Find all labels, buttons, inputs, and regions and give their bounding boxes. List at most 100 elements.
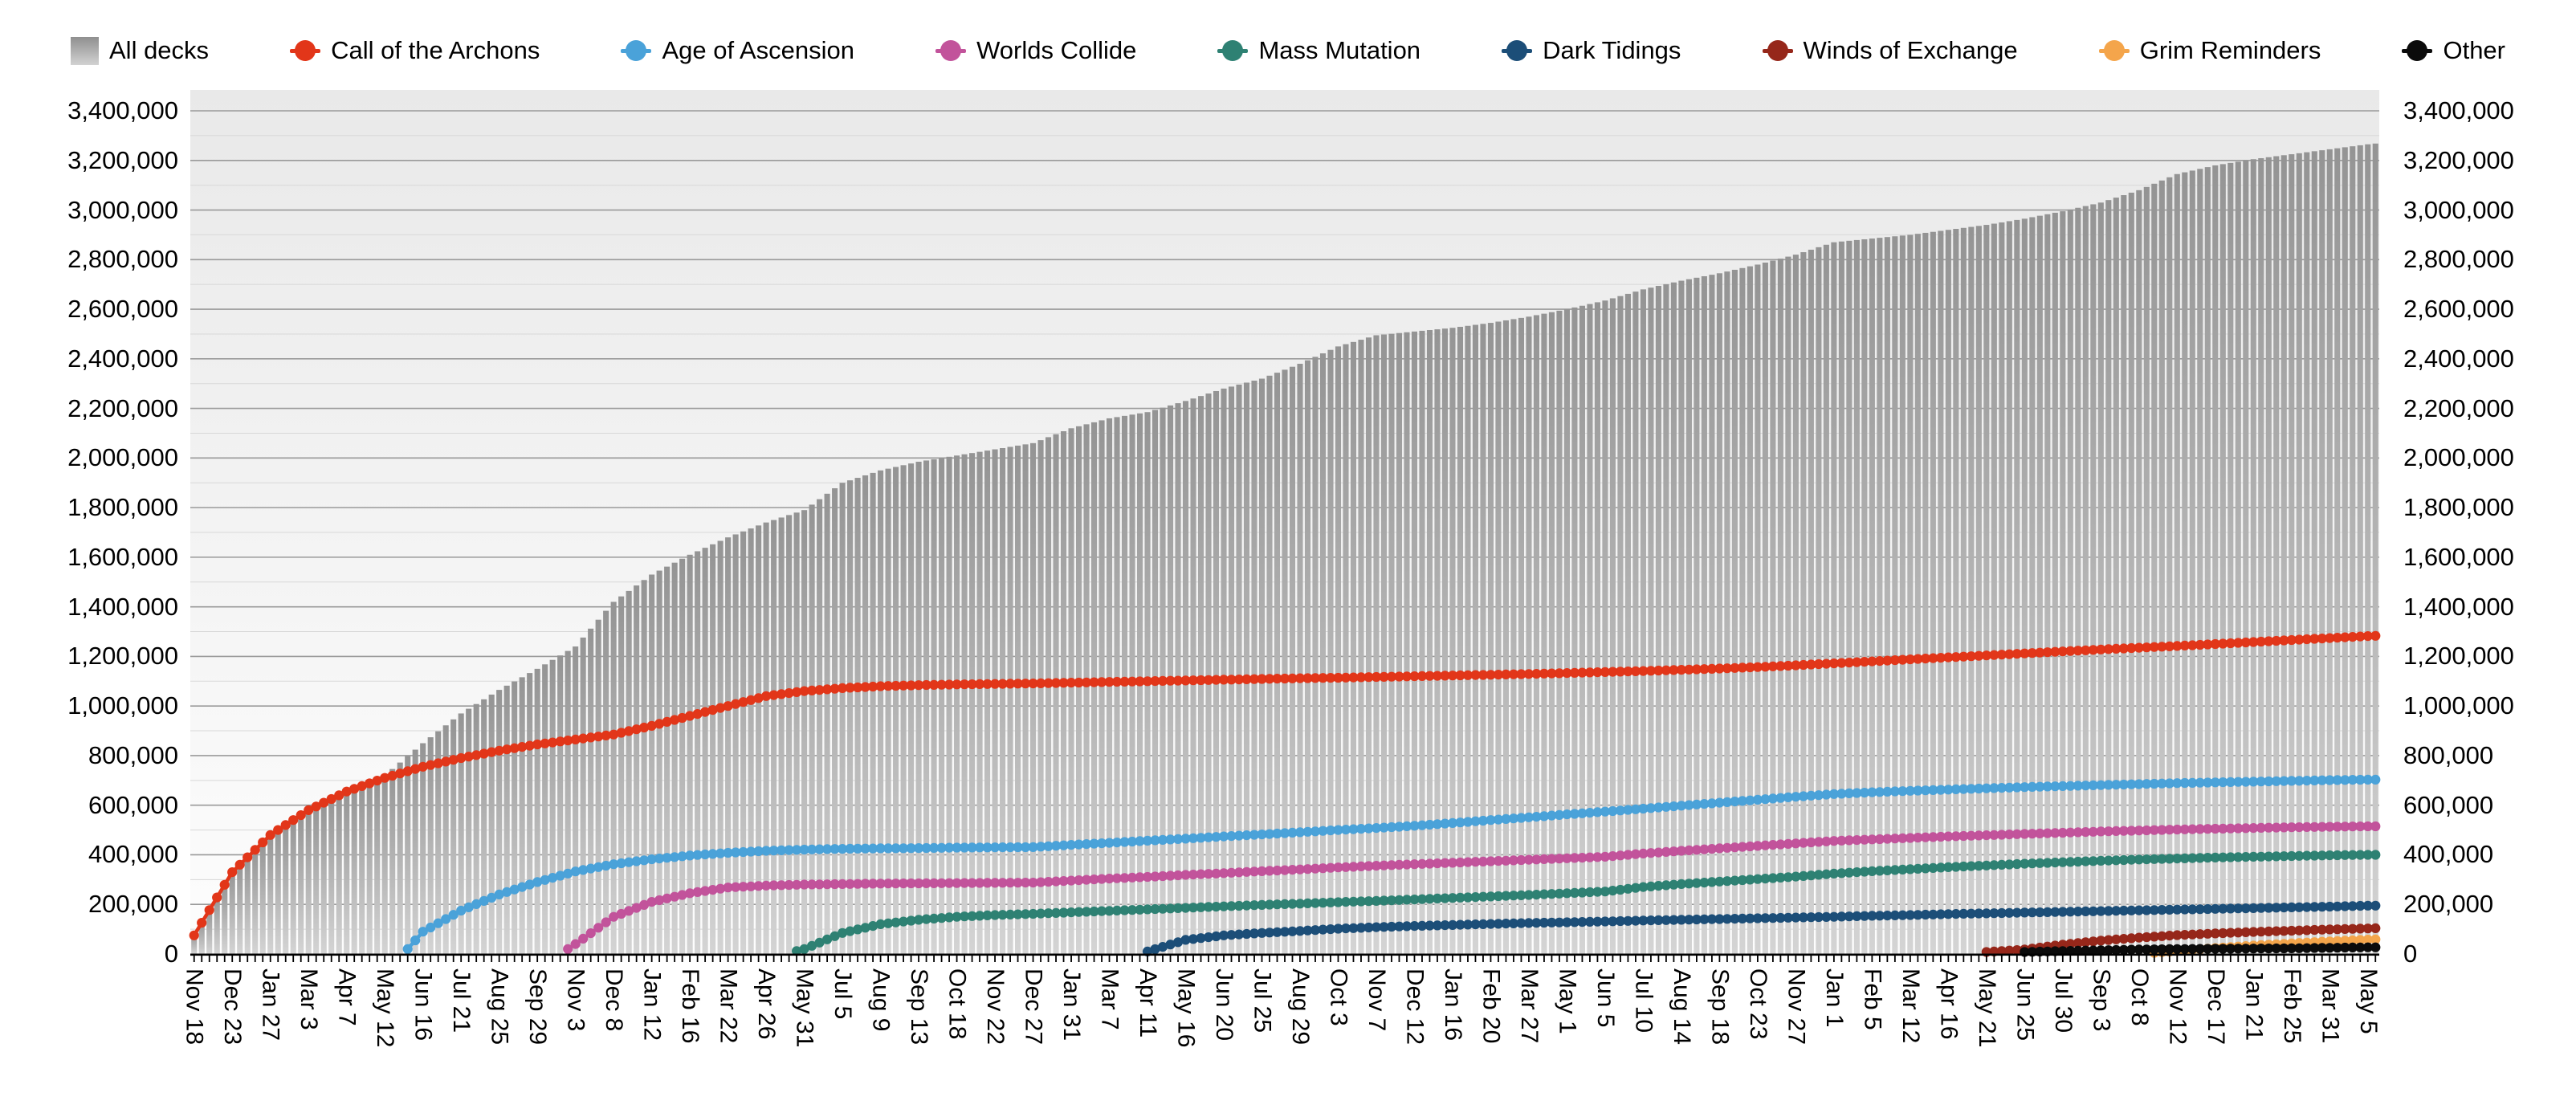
y-tick-label-right: 3,200,000 bbox=[2403, 145, 2514, 174]
x-tick-label: Jul 5 bbox=[829, 968, 857, 1020]
y-tick-label-left: 1,400,000 bbox=[67, 592, 178, 621]
y-tick-label-left: 2,200,000 bbox=[67, 393, 178, 422]
x-tick-label: Apr 26 bbox=[753, 968, 781, 1040]
x-tick-label: Oct 8 bbox=[2126, 968, 2153, 1026]
y-tick-label-right: 1,600,000 bbox=[2403, 542, 2514, 571]
x-tick-label: Mar 27 bbox=[1515, 968, 1543, 1044]
x-tick-label: Dec 23 bbox=[219, 968, 247, 1046]
plot-area bbox=[189, 90, 2381, 962]
legend-item-all_decks[interactable]: All decks bbox=[71, 36, 209, 65]
age_of_ascension-marker-icon bbox=[621, 39, 652, 63]
x-tick-label: Jan 1 bbox=[1820, 968, 1848, 1028]
x-tick-label: Mar 12 bbox=[1897, 968, 1924, 1044]
legend-label: Grim Reminders bbox=[2139, 36, 2321, 64]
legend-item-grim_reminders[interactable]: Grim Reminders bbox=[2098, 36, 2321, 65]
legend-label: All decks bbox=[109, 36, 210, 64]
legend-item-other[interactable]: Other bbox=[2402, 36, 2505, 65]
y-tick-label-right: 800,000 bbox=[2403, 740, 2494, 769]
series-call_of_the_archons bbox=[189, 630, 2381, 940]
x-tick-label: Jan 21 bbox=[2240, 968, 2268, 1042]
x-tick-label: Sep 18 bbox=[1706, 968, 1734, 1046]
y-tick-label-left: 1,600,000 bbox=[67, 542, 178, 571]
x-tick-label: Nov 27 bbox=[1783, 968, 1810, 1046]
y-tick-label-left: 1,000,000 bbox=[67, 691, 178, 720]
legend-item-winds_of_exchange[interactable]: Winds of Exchange bbox=[1762, 36, 2018, 65]
series-other bbox=[2020, 942, 2381, 957]
legend-label: Age of Ascension bbox=[662, 36, 854, 64]
series-dark_tidings bbox=[1142, 900, 2381, 956]
x-tick-label: Feb 25 bbox=[2278, 968, 2305, 1044]
x-tick-label: Jan 16 bbox=[1439, 968, 1466, 1042]
x-tick-label: Jun 20 bbox=[1211, 968, 1237, 1042]
all-decks-swatch-icon bbox=[71, 36, 99, 65]
legend-item-mass_mutation[interactable]: Mass Mutation bbox=[1217, 36, 1420, 65]
y-tick-label-left: 200,000 bbox=[88, 890, 178, 919]
y-tick-label-right: 2,000,000 bbox=[2403, 443, 2514, 472]
x-tick-label: May 31 bbox=[791, 968, 818, 1048]
x-tick-label: Apr 7 bbox=[333, 968, 361, 1026]
mass_mutation-marker-icon bbox=[1217, 39, 1249, 63]
legend-label: Mass Mutation bbox=[1258, 36, 1421, 64]
legend-item-worlds_collide[interactable]: Worlds Collide bbox=[935, 36, 1136, 65]
x-tick-label: Jan 31 bbox=[1058, 968, 1086, 1042]
y-tick-label-left: 2,000,000 bbox=[67, 443, 178, 472]
legend-label: Dark Tidings bbox=[1543, 36, 1681, 64]
x-tick-label: Jun 5 bbox=[1592, 968, 1619, 1028]
x-axis-ticks bbox=[193, 956, 2377, 962]
y-tick-label-left: 2,600,000 bbox=[67, 295, 178, 324]
x-tick-label: Sep 29 bbox=[524, 968, 552, 1046]
y-tick-label-left: 3,400,000 bbox=[67, 96, 178, 124]
y-tick-label-right: 2,800,000 bbox=[2403, 245, 2514, 274]
x-tick-label: Nov 18 bbox=[181, 968, 208, 1046]
x-tick-label: Nov 7 bbox=[1363, 968, 1390, 1032]
y-tick-label-right: 1,400,000 bbox=[2403, 592, 2514, 621]
legend-item-dark_tidings[interactable]: Dark Tidings bbox=[1502, 36, 1681, 65]
x-tick-label: Nov 3 bbox=[562, 968, 589, 1032]
legend-label: Worlds Collide bbox=[976, 36, 1137, 64]
chart-canvas bbox=[189, 110, 2381, 962]
x-tick-label: Feb 5 bbox=[1859, 968, 1886, 1030]
series-worlds_collide bbox=[563, 821, 2381, 954]
x-tick-label: Aug 14 bbox=[1668, 968, 1695, 1046]
x-tick-label: Oct 18 bbox=[944, 968, 971, 1040]
legend-item-call_of_the_archons[interactable]: Call of the Archons bbox=[290, 36, 540, 65]
y-tick-label-right: 1,000,000 bbox=[2403, 691, 2514, 720]
x-tick-label: Dec 17 bbox=[2202, 968, 2229, 1046]
x-tick-label: Apr 16 bbox=[1935, 968, 1963, 1040]
x-tick-label: Sep 3 bbox=[2088, 968, 2115, 1032]
y-tick-label-left: 2,800,000 bbox=[67, 245, 178, 274]
x-tick-label: Mar 22 bbox=[715, 968, 742, 1044]
x-tick-label: Jan 12 bbox=[638, 968, 666, 1042]
legend-item-age_of_ascension[interactable]: Age of Ascension bbox=[621, 36, 854, 65]
y-tick-label-right: 600,000 bbox=[2403, 790, 2494, 819]
all-decks-bars bbox=[191, 143, 2378, 955]
x-tick-label: May 21 bbox=[1973, 968, 2000, 1048]
x-tick-label: Aug 25 bbox=[486, 968, 513, 1046]
y-tick-label-right: 2,600,000 bbox=[2403, 295, 2514, 324]
x-tick-label: Feb 20 bbox=[1478, 968, 1505, 1044]
x-tick-label: Aug 9 bbox=[867, 968, 895, 1032]
x-tick-label: Jul 10 bbox=[1630, 968, 1657, 1034]
winds_of_exchange-marker-icon bbox=[1762, 39, 1793, 63]
x-tick-label: Jun 16 bbox=[410, 968, 437, 1042]
other-marker-icon bbox=[2402, 39, 2433, 63]
x-tick-label: Feb 16 bbox=[677, 968, 704, 1044]
legend-label: Winds of Exchange bbox=[1803, 36, 2018, 64]
x-tick-label: Nov 22 bbox=[982, 968, 1009, 1046]
y-tick-label-left: 3,200,000 bbox=[67, 145, 178, 174]
x-tick-label: Jul 30 bbox=[2049, 968, 2077, 1034]
x-tick-label: May 5 bbox=[2354, 968, 2382, 1034]
y-tick-label-right: 2,200,000 bbox=[2403, 393, 2514, 422]
x-tick-label: Jan 27 bbox=[257, 968, 284, 1042]
x-tick-label: Oct 23 bbox=[1744, 968, 1771, 1040]
x-tick-label: Dec 12 bbox=[1401, 968, 1429, 1046]
y-tick-label-right: 1,800,000 bbox=[2403, 493, 2514, 522]
worlds_collide-marker-icon bbox=[935, 39, 967, 63]
y-tick-label-left: 1,200,000 bbox=[67, 642, 178, 671]
x-tick-label: Jul 25 bbox=[1249, 968, 1276, 1034]
call_of_the_archons-marker-icon bbox=[290, 39, 321, 63]
y-tick-label-right: 3,400,000 bbox=[2403, 96, 2514, 124]
y-tick-label-left: 600,000 bbox=[88, 790, 178, 819]
x-tick-label: Nov 12 bbox=[2164, 968, 2191, 1046]
y-tick-label-left: 1,800,000 bbox=[67, 493, 178, 522]
